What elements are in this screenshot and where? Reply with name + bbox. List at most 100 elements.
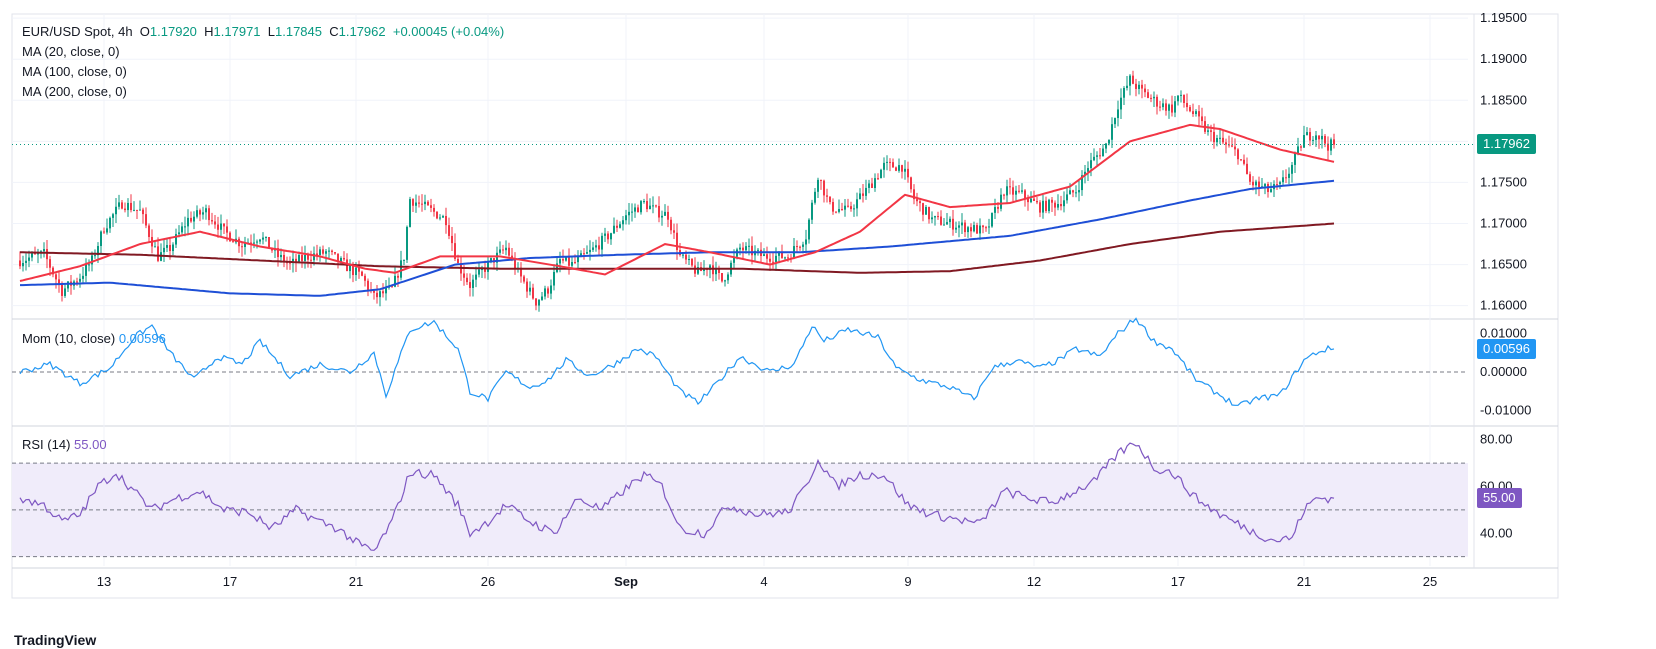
candle-body [832, 202, 834, 212]
candle-body [367, 280, 369, 291]
candle-body [1309, 132, 1311, 141]
candle-body [877, 178, 879, 180]
candle-body [925, 207, 927, 215]
candle-body [1144, 88, 1146, 93]
rsi-legend[interactable]: RSI (14) 55.00 [22, 437, 107, 452]
candle-body [55, 274, 57, 280]
rsi-axis-tick: 40.00 [1480, 525, 1513, 540]
candle-body [1111, 124, 1113, 140]
candle-body [292, 258, 294, 263]
ma20-legend[interactable]: MA (20, close, 0) [22, 44, 120, 59]
candle-body [319, 249, 321, 255]
candle-body [1060, 204, 1062, 207]
candle-body [574, 262, 576, 264]
candle-body [1285, 177, 1287, 179]
candle-body [373, 290, 375, 293]
momentum-line [19, 317, 1335, 406]
candle-body [238, 238, 240, 247]
candle-body [397, 275, 399, 278]
candle-body [688, 259, 690, 261]
candle-body [1180, 94, 1182, 96]
candle-body [145, 214, 147, 226]
candle-body [1201, 116, 1203, 122]
candle-body [259, 239, 261, 242]
momentum-legend[interactable]: Mom (10, close) 0.00596 [22, 331, 166, 346]
candle-body [1039, 202, 1041, 213]
candle-body [565, 256, 567, 261]
candle-body [304, 255, 306, 261]
candle-body [991, 212, 993, 227]
candle-body [1156, 96, 1158, 107]
candle-body [697, 267, 699, 274]
candle-body [1330, 139, 1332, 151]
candle-body [1090, 160, 1092, 169]
candle-body [796, 246, 798, 248]
candle-body [1252, 181, 1254, 186]
candle-body [892, 162, 894, 168]
time-axis-tick: 26 [481, 574, 495, 589]
ma100-legend[interactable]: MA (100, close, 0) [22, 64, 127, 79]
ma200-legend[interactable]: MA (200, close, 0) [22, 84, 127, 99]
candle-body [52, 267, 54, 275]
candle-body [763, 254, 765, 257]
candle-body [1195, 111, 1197, 115]
time-axis-tick: 12 [1027, 574, 1041, 589]
price-axis-tick: 1.19500 [1480, 10, 1527, 25]
candle-body [340, 257, 342, 262]
candle-body [1216, 138, 1218, 143]
candle-body [1003, 194, 1005, 196]
candle-body [982, 225, 984, 228]
candle-body [181, 226, 183, 233]
candle-body [343, 257, 345, 260]
candle-body [169, 244, 171, 252]
candle-body [1237, 149, 1239, 160]
candle-body [157, 246, 159, 261]
candle-body [124, 208, 126, 211]
candle-body [1099, 155, 1101, 157]
candle-body [1225, 142, 1227, 145]
candle-body [1192, 111, 1194, 115]
candle-body [622, 220, 624, 225]
candle-body [862, 193, 864, 196]
candle-body [940, 216, 942, 225]
candle-body [772, 261, 774, 263]
candle-body [511, 255, 513, 259]
candle-body [193, 216, 195, 222]
candle-body [1162, 103, 1164, 108]
candle-body [844, 205, 846, 210]
candle-body [568, 256, 570, 266]
candle-body [166, 244, 168, 248]
candle-body [1240, 159, 1242, 161]
candle-body [808, 219, 810, 240]
candle-body [58, 279, 60, 285]
close-label: C [329, 24, 339, 39]
rsi-value: 55.00 [74, 437, 107, 452]
time-axis-tick: 4 [760, 574, 767, 589]
candle-body [817, 179, 819, 192]
candle-body [82, 275, 84, 279]
candle-body [775, 255, 777, 262]
time-axis-tick: 21 [349, 574, 363, 589]
candle-body [187, 217, 189, 227]
candle-body [277, 248, 279, 258]
candle-body [433, 207, 435, 212]
candle-body [481, 269, 483, 271]
momentum-axis-tick: -0.01000 [1480, 403, 1531, 418]
candle-body [487, 260, 489, 272]
candle-body [616, 225, 618, 228]
candle-body [256, 241, 258, 243]
candle-body [1069, 190, 1071, 195]
candle-body [859, 193, 861, 200]
candle-body [577, 256, 579, 263]
open-label: O [139, 24, 150, 39]
candle-body [586, 252, 588, 254]
time-axis-tick: 13 [97, 574, 111, 589]
candle-body [436, 211, 438, 219]
candle-body [1027, 198, 1029, 203]
candle-body [1093, 156, 1095, 161]
close-value: 1.17962 [338, 24, 386, 39]
ma20-line [19, 123, 1335, 282]
candle-body [544, 288, 546, 297]
